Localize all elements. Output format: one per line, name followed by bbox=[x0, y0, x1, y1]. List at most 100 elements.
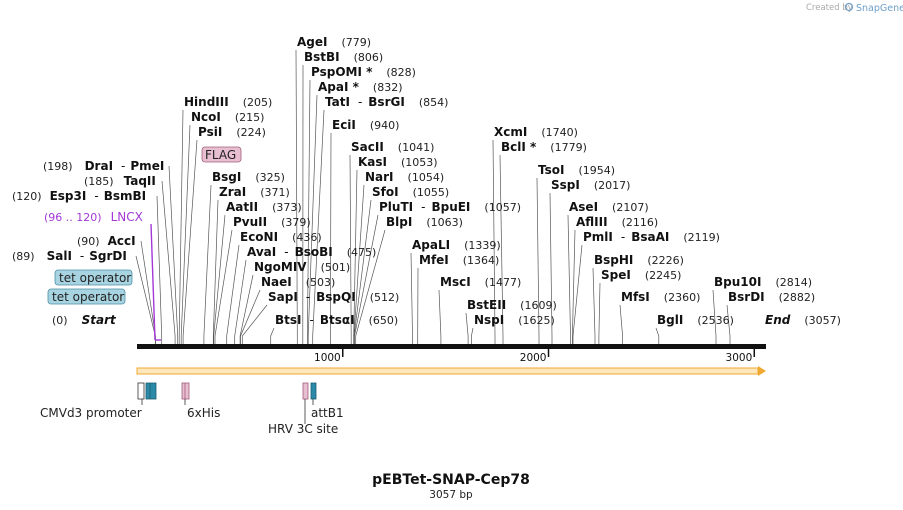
site-label-mfsi[interactable]: MfsI (2360) bbox=[621, 290, 700, 304]
svg-text:PluTI-BpuEI(1057): PluTI - BpuEI (1057) bbox=[379, 200, 521, 214]
site-connector bbox=[180, 124, 191, 344]
snapgene-logo-icon bbox=[844, 2, 854, 12]
site-label-pmli[interactable]: PmlI - BsaAI (2119) bbox=[583, 230, 720, 244]
ruler: 1000 2000 3000 bbox=[314, 349, 756, 364]
site-label-sfoi[interactable]: SfoI (1055) bbox=[372, 185, 449, 199]
site-connector bbox=[492, 139, 496, 344]
site-label-msci[interactable]: MscI (1477) bbox=[440, 275, 521, 289]
site-label-ngomiv[interactable]: NgoMIV (501) bbox=[254, 260, 350, 274]
site-label-bsgi[interactable]: BsgI (325) bbox=[212, 170, 285, 184]
site-label-sapi[interactable]: SapI - BspQI (512) bbox=[268, 290, 399, 304]
svg-text:SpeI(2245): SpeI (2245) bbox=[601, 268, 681, 282]
site-label-acci[interactable]: (90) AccI bbox=[77, 234, 136, 248]
map-length: 3057 bp bbox=[429, 489, 473, 501]
site-label-aatii[interactable]: AatII (373) bbox=[226, 200, 302, 214]
site-connector bbox=[536, 177, 540, 344]
site-label-zrai[interactable]: ZraI (371) bbox=[219, 185, 290, 199]
site-connector bbox=[182, 139, 198, 344]
site-label-end[interactable]: End (3057) bbox=[765, 313, 841, 327]
site-label-bsphi[interactable]: BspHI (2226) bbox=[594, 253, 684, 267]
site-connector bbox=[655, 327, 660, 344]
svg-text:XcmI(1740): XcmI (1740) bbox=[494, 125, 578, 139]
site-label-xcmi[interactable]: XcmI (1740) bbox=[494, 125, 578, 139]
orf-arrow[interactable] bbox=[136, 366, 766, 376]
site-label-mfei[interactable]: MfeI (1364) bbox=[419, 253, 499, 267]
svg-text:NarI(1054): NarI (1054) bbox=[365, 170, 444, 184]
site-label-taqii[interactable]: (185) TaqII bbox=[84, 174, 156, 188]
svg-text:BsgI(325): BsgI (325) bbox=[212, 170, 285, 184]
svg-text:(120)Esp3I-BsmBI: (120) Esp3I - BsmBI bbox=[12, 189, 146, 203]
feature-flag[interactable]: FLAG bbox=[201, 146, 242, 163]
site-label-tati[interactable]: TatI - BsrGI (854) bbox=[325, 95, 448, 109]
feature-attb1[interactable]: attB1 bbox=[310, 382, 344, 420]
site-label-afliii[interactable]: AflIII (2116) bbox=[576, 215, 658, 229]
site-label-bstbi[interactable]: BstBI (806) bbox=[304, 50, 383, 64]
site-connector bbox=[234, 259, 247, 344]
site-label-sali-sgrdi[interactable]: (89) SalI - SgrDI bbox=[12, 249, 127, 263]
feature-tet-operator-2[interactable]: tet operator bbox=[47, 288, 126, 305]
site-label-bpu10i[interactable]: Bpu10I (2814) bbox=[714, 275, 812, 289]
site-label-sspi[interactable]: SspI (2017) bbox=[551, 178, 630, 192]
site-label-ecii[interactable]: EciI (940) bbox=[332, 118, 399, 132]
site-label-blpi[interactable]: BlpI (1063) bbox=[386, 215, 463, 229]
site-label-pspomi[interactable]: PspOMI * (828) bbox=[311, 65, 416, 79]
site-connector bbox=[312, 109, 325, 344]
site-label-apai[interactable]: ApaI * (832) bbox=[318, 80, 403, 94]
site-label-agei[interactable]: AgeI (779) bbox=[297, 35, 371, 49]
site-label-naei[interactable]: NaeI (503) bbox=[261, 275, 335, 289]
site-label-sacii[interactable]: SacII (1041) bbox=[351, 140, 434, 154]
site-label-kasi[interactable]: KasI (1053) bbox=[358, 155, 438, 169]
feature-hrv-3c-site[interactable]: HRV 3C site bbox=[268, 382, 338, 436]
svg-text:KasI(1053): KasI (1053) bbox=[358, 155, 438, 169]
site-connector bbox=[226, 244, 240, 344]
site-label-bgli[interactable]: BglI (2536) bbox=[657, 313, 734, 327]
svg-text:BstBI(806): BstBI (806) bbox=[304, 50, 383, 64]
site-label-bcli[interactable]: BclI * (1779) bbox=[501, 140, 587, 154]
svg-text:AseI(2107): AseI (2107) bbox=[569, 200, 649, 214]
site-label-avai[interactable]: AvaI - BsoBI (475) bbox=[247, 245, 376, 259]
site-label-nspi[interactable]: NspI (1625) bbox=[474, 313, 555, 327]
site-label-bsrdi[interactable]: BsrDI (2882) bbox=[728, 290, 815, 304]
feature-lncx[interactable]: (96 .. 120) LNCX bbox=[44, 210, 143, 224]
site-connector bbox=[567, 214, 571, 344]
site-label-asei[interactable]: AseI (2107) bbox=[569, 200, 649, 214]
site-label-bsteii[interactable]: BstEII (1609) bbox=[467, 298, 557, 312]
svg-text:HRV 3C site: HRV 3C site bbox=[268, 422, 338, 436]
svg-text:(0)Start: (0) Start bbox=[52, 313, 117, 327]
site-connector bbox=[592, 267, 596, 344]
svg-text:BspHI(2226): BspHI (2226) bbox=[594, 253, 684, 267]
svg-text:MscI(1477): MscI (1477) bbox=[440, 275, 521, 289]
feature-cmvd3-promoter[interactable]: CMVd3 promoter bbox=[40, 382, 157, 420]
site-label-apali[interactable]: ApaLI (1339) bbox=[412, 238, 501, 252]
site-connector bbox=[598, 282, 601, 344]
site-label-pvuii[interactable]: PvuII (379) bbox=[233, 215, 311, 229]
svg-text:PspOMI *(828): PspOMI * (828) bbox=[311, 65, 416, 79]
site-connector bbox=[572, 229, 576, 344]
site-label-psii[interactable]: PsiI (224) bbox=[198, 125, 266, 139]
site-label-ncoi[interactable]: NcoI (215) bbox=[191, 110, 264, 124]
site-label-nari[interactable]: NarI (1054) bbox=[365, 170, 444, 184]
site-label-spei[interactable]: SpeI (2245) bbox=[601, 268, 681, 282]
site-label-tsoi[interactable]: TsoI (1954) bbox=[538, 163, 615, 177]
site-label-btsi[interactable]: BtsI - BtsαI (650) bbox=[275, 313, 398, 327]
feature-6xhis[interactable]: 6xHis bbox=[181, 382, 220, 420]
site-label-econi[interactable]: EcoNI (436) bbox=[240, 230, 322, 244]
site-connector bbox=[307, 79, 311, 344]
svg-text:tet operator: tet operator bbox=[52, 290, 124, 304]
svg-text:BsrDI(2882): BsrDI (2882) bbox=[728, 290, 815, 304]
feature-tet-operator-1[interactable]: tet operator bbox=[54, 269, 133, 286]
site-label-hindiii[interactable]: HindIII (205) bbox=[184, 95, 272, 109]
site-connector bbox=[354, 214, 379, 344]
ruler-tick-label: 2000 bbox=[520, 352, 547, 364]
site-connector bbox=[549, 192, 553, 344]
site-connector bbox=[572, 244, 583, 344]
site-label-esp3i-bsmbi[interactable]: (120) Esp3I - BsmBI bbox=[12, 189, 146, 203]
site-connector bbox=[161, 180, 176, 344]
svg-text:NaeI(503): NaeI (503) bbox=[261, 275, 335, 289]
site-label-start[interactable]: (0) Start bbox=[52, 313, 117, 327]
svg-text:ApaLI(1339): ApaLI (1339) bbox=[412, 238, 501, 252]
site-label-drai-pmei[interactable]: (198) DraI - PmeI bbox=[43, 159, 164, 173]
site-label-pluti[interactable]: PluTI - BpuEI (1057) bbox=[379, 200, 521, 214]
lncx-marker bbox=[150, 223, 161, 341]
